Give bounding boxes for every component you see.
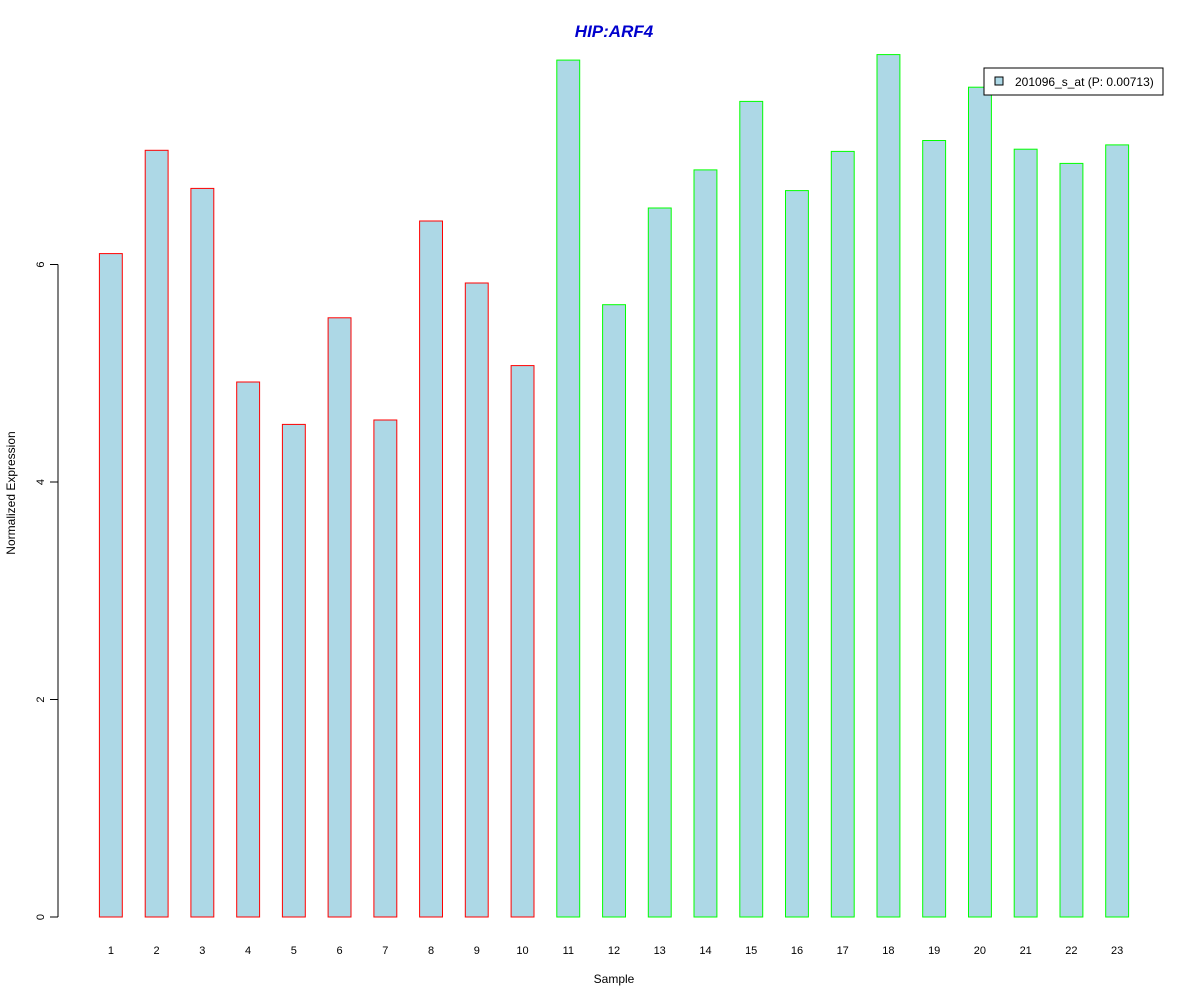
x-tick-label: 3 bbox=[199, 945, 205, 957]
legend-swatch bbox=[994, 76, 1004, 86]
bar-sample-5 bbox=[281, 423, 306, 918]
y-tick-label: 0 bbox=[35, 914, 47, 920]
bars-group bbox=[98, 54, 1130, 918]
x-tick-label: 5 bbox=[291, 945, 297, 957]
x-tick-label: 17 bbox=[837, 945, 849, 957]
chart-title: HIP:ARF4 bbox=[575, 22, 654, 41]
x-tick-label: 7 bbox=[382, 945, 388, 957]
x-tick-label: 18 bbox=[882, 945, 894, 957]
bar-sample-4 bbox=[236, 381, 261, 918]
bar-sample-13 bbox=[647, 207, 672, 918]
x-tick-label: 4 bbox=[245, 945, 251, 957]
bar-sample-1 bbox=[98, 253, 123, 918]
bar-sample-9 bbox=[464, 282, 489, 918]
x-tick-label: 20 bbox=[974, 945, 986, 957]
legend-entry-label: 201096_s_at (P: 0.00713) bbox=[1015, 75, 1154, 89]
x-axis-label: Sample bbox=[594, 972, 635, 986]
y-tick-label: 4 bbox=[35, 479, 47, 485]
x-tick-label: 23 bbox=[1111, 945, 1123, 957]
bar-sample-14 bbox=[693, 169, 718, 918]
bar-sample-21 bbox=[1013, 148, 1038, 918]
x-tick-label: 8 bbox=[428, 945, 434, 957]
x-tick-label: 15 bbox=[745, 945, 757, 957]
bar-sample-10 bbox=[510, 365, 535, 918]
bar-sample-11 bbox=[556, 59, 581, 918]
bar-sample-23 bbox=[1105, 144, 1130, 918]
x-tick-labels: 1 2 3 4 5 6 7 8 9 10 11 12 13 14 15 16 17 18 19 20 21 22 23 bbox=[108, 945, 1123, 957]
x-tick-label: 13 bbox=[654, 945, 666, 957]
x-tick-label: 6 bbox=[337, 945, 343, 957]
y-tick-label: 2 bbox=[35, 696, 47, 702]
x-tick-label: 21 bbox=[1020, 945, 1032, 957]
x-tick-label: 22 bbox=[1065, 945, 1077, 957]
y-tick-label: 6 bbox=[35, 261, 47, 267]
bar-sample-18 bbox=[876, 54, 901, 918]
bar-sample-2 bbox=[144, 149, 169, 918]
x-tick-label: 1 bbox=[108, 945, 114, 957]
bar-sample-22 bbox=[1059, 162, 1084, 918]
bar-sample-20 bbox=[968, 86, 992, 918]
legend: 201096_s_at (P: 0.00713) bbox=[983, 67, 1164, 96]
bar-sample-16 bbox=[785, 190, 809, 918]
x-tick-label: 10 bbox=[516, 945, 528, 957]
bar-sample-8 bbox=[419, 220, 444, 918]
bar-sample-17 bbox=[830, 150, 855, 918]
y-axis-label: Normalized Expression bbox=[4, 431, 18, 554]
x-tick-label: 14 bbox=[699, 945, 711, 957]
y-axis: 0 2 4 6 bbox=[35, 261, 59, 920]
x-tick-label: 16 bbox=[791, 945, 803, 957]
x-tick-label: 12 bbox=[608, 945, 620, 957]
bar-sample-7 bbox=[373, 419, 398, 918]
x-tick-label: 19 bbox=[928, 945, 940, 957]
bar-sample-15 bbox=[739, 100, 764, 918]
bar-sample-3 bbox=[190, 187, 215, 918]
x-tick-label: 11 bbox=[563, 945, 574, 957]
bar-sample-19 bbox=[922, 140, 947, 918]
x-tick-label: 9 bbox=[474, 945, 480, 957]
x-tick-label: 2 bbox=[154, 945, 160, 957]
bar-sample-6 bbox=[327, 317, 352, 918]
bar-sample-12 bbox=[602, 304, 626, 918]
legend-box bbox=[983, 67, 1164, 96]
